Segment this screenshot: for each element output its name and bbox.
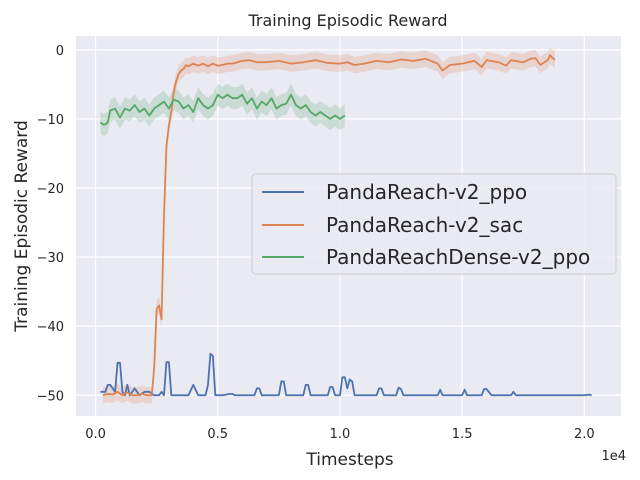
y-tick-label: 0 (56, 44, 64, 59)
legend-label-dense-ppo: PandaReachDense-v2_ppo (326, 245, 590, 269)
x-tick-label: 0.5 (207, 427, 228, 442)
x-axis-offset-label: 1e4 (601, 449, 626, 464)
legend-box (251, 173, 617, 275)
x-tick-label: 0.0 (85, 427, 106, 442)
x-tick-label: 1.0 (330, 427, 351, 442)
y-axis-label: Training Episodic Reward (12, 120, 32, 333)
series-line (102, 54, 556, 397)
y-tick-label: −50 (37, 389, 64, 404)
legend-label-sac: PandaReach-v2_sac (326, 213, 523, 237)
y-tick-label: −10 (37, 113, 64, 128)
y-tick-label: −20 (37, 182, 64, 197)
x-tick-label: 1.5 (452, 427, 473, 442)
legend: PandaReach-v2_ppo PandaReach-v2_sac Pand… (251, 173, 617, 275)
tick-labels: 0.0 0.5 1.0 1.5 2.0 0 −10 −20 −30 −40 −50 (37, 44, 595, 442)
legend-label-ppo: PandaReach-v2_ppo (326, 180, 527, 204)
y-tick-label: −30 (37, 251, 64, 266)
x-axis-label: Timesteps (305, 450, 393, 470)
series-band (100, 83, 345, 136)
chart-title: Training Episodic Reward (247, 11, 447, 30)
confidence-bands (100, 47, 556, 404)
x-tick-label: 2.0 (574, 427, 595, 442)
series-line (99, 93, 346, 126)
series-line (100, 352, 592, 397)
series-lines (99, 54, 592, 397)
y-tick-label: −40 (37, 320, 64, 335)
